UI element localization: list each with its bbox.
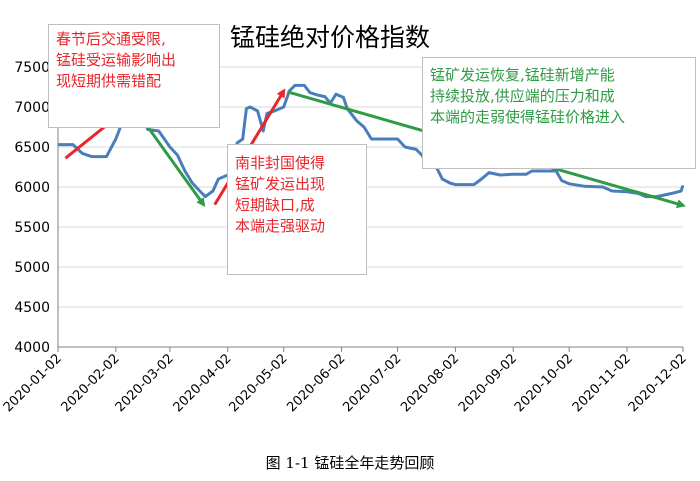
annotation-1-line-2: 锰硅受运输影响出 xyxy=(56,51,177,69)
y-tick-label: 5500 xyxy=(14,220,50,236)
x-tick-label: 2020-03-02 xyxy=(113,351,177,415)
annotation-3-line-3: 本端的走弱使得锰硅价格进入 xyxy=(430,108,626,126)
x-tick-label: 2020-09-02 xyxy=(456,351,520,415)
x-tick-label: 2020-01-02 xyxy=(1,351,65,415)
green-trend-arrow-3 xyxy=(142,120,206,208)
figure-caption: 图 1-1 锰硅全年走势回顾 xyxy=(265,454,435,472)
annotation-note-2: 南非封国使得 锰矿发运出现 短期缺口,成 本端走强驱动 xyxy=(227,144,367,275)
y-tick-label: 4500 xyxy=(14,300,50,316)
y-tick-label: 7000 xyxy=(14,100,50,116)
annotation-1-line-3: 现短期供需错配 xyxy=(56,72,162,90)
series-line-1 xyxy=(58,83,685,199)
y-tick-label: 6000 xyxy=(14,180,50,196)
x-tick-label: 2020-12-02 xyxy=(626,351,690,415)
annotation-note-1: 春节后交通受限, 锰硅受运输影响出 现短期供需错配 xyxy=(48,24,220,128)
annotation-2-line-1: 南非封国使得 xyxy=(235,154,326,172)
y-tick-label: 7500 xyxy=(14,60,50,76)
annotation-note-3: 锰矿发运恢复,锰硅新增产能 持续投放,供应端的压力和成 本端的走弱使得锰硅价格进… xyxy=(422,57,696,169)
y-tick-label: 4000 xyxy=(14,340,50,356)
annotation-3-line-2: 持续投放,供应端的压力和成 xyxy=(430,87,615,105)
series-layer xyxy=(58,83,685,199)
x-tick-label: 2020-04-02 xyxy=(171,351,235,415)
chart-title: 锰硅绝对价格指数 xyxy=(230,23,431,52)
x-tick-label: 2020-08-02 xyxy=(398,351,462,415)
annotation-2-line-2: 锰矿发运出现 xyxy=(235,175,326,193)
x-tick-label: 2020-11-02 xyxy=(570,351,634,415)
annotation-2-line-4: 本端走强驱动 xyxy=(235,217,326,235)
annotation-2-line-3: 短期缺口,成 xyxy=(235,196,315,214)
annotation-3-line-1: 锰矿发运恢复,锰硅新增产能 xyxy=(430,66,615,84)
x-tick-label: 2020-07-02 xyxy=(340,351,404,415)
annotation-1-line-1: 春节后交通受限, xyxy=(56,30,166,48)
y-tick-labels: 4000 4500 5000 5500 6000 6500 7000 7500 xyxy=(14,60,50,356)
y-tick-label: 6500 xyxy=(14,140,50,156)
x-tick-label: 2020-06-02 xyxy=(284,351,348,415)
x-tick-label: 2020-05-02 xyxy=(227,351,291,415)
x-tick-label: 2020-10-02 xyxy=(512,351,576,415)
x-tick-labels: 2020-01-022020-02-022020-03-022020-04-02… xyxy=(1,351,690,415)
y-tick-label: 5000 xyxy=(14,260,50,276)
